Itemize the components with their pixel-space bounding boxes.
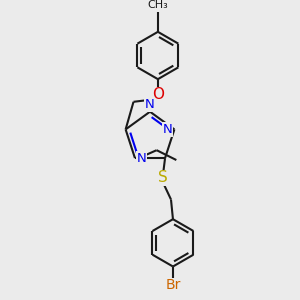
Text: N: N [145,98,155,111]
Text: CH₃: CH₃ [148,0,168,10]
Text: S: S [158,170,168,185]
Text: O: O [152,87,164,102]
Text: Br: Br [165,278,181,292]
Text: N: N [137,152,147,165]
Text: N: N [163,123,172,136]
